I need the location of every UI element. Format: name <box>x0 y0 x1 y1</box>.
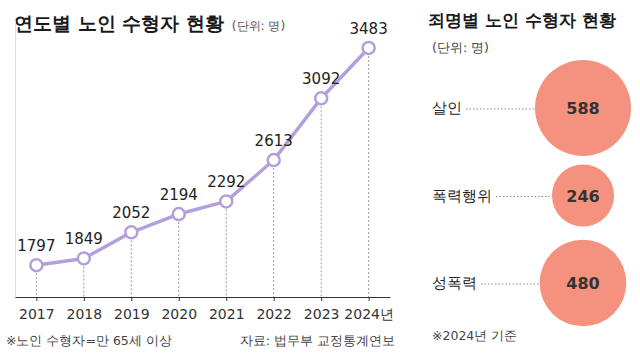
annotation: ※2024년 기준 <box>432 328 517 343</box>
x-tick: 2018 <box>67 297 103 322</box>
x-tick-label: 2023 <box>304 306 340 322</box>
x-axis-line <box>16 297 391 298</box>
data-label: 2292 <box>207 173 245 191</box>
point <box>315 92 327 104</box>
drop-line <box>178 214 179 297</box>
x-tick-mark <box>179 297 180 301</box>
x-tick-mark <box>84 297 85 301</box>
leader-line <box>481 284 540 285</box>
x-tick-mark <box>274 297 275 301</box>
category-label: 성폭력 <box>432 274 477 292</box>
bubble-chart: 죄명별 노인 수형자 현황 (단위: 명) 살인 588 폭력행위 246 성폭력 480 ※2… <box>428 10 631 343</box>
x-tick: 2024년 <box>344 297 394 322</box>
drop-line <box>273 160 274 297</box>
point <box>125 226 137 238</box>
chart-root: 연도별 노인 수형자 현황 (단위: 명) 2017 2018 2019 2020 2021… <box>0 0 640 361</box>
x-tick: 2019 <box>114 297 150 322</box>
point <box>173 208 185 220</box>
data-label: 480 <box>566 274 599 293</box>
chart-title: 연도별 노인 수형자 현황 <box>14 12 224 34</box>
bubble <box>552 164 614 226</box>
x-tick-mark <box>369 297 370 301</box>
annotation: 자료: 법무부 교정통계연보 <box>240 333 395 348</box>
x-tick-label: 2019 <box>114 306 150 322</box>
chart-subtitle: (단위: 명) <box>432 40 489 55</box>
data-label: 1797 <box>17 237 55 255</box>
data-labels: 1797 1849 2052 2194 2292 2613 3092 3483 <box>17 20 387 255</box>
point <box>220 195 232 207</box>
x-tick-mark <box>321 297 322 301</box>
drop-line <box>368 48 369 297</box>
x-tick-label: 2024년 <box>344 306 394 322</box>
leader-line <box>496 196 552 197</box>
x-tick-mark <box>36 297 37 301</box>
annotation: ※노인 수형자=만 65세 이상 <box>6 333 172 348</box>
x-tick: 2020 <box>161 297 197 322</box>
point <box>78 252 90 264</box>
x-tick: 2023 <box>304 297 340 322</box>
x-tick-label: 2022 <box>256 306 292 322</box>
data-label: 3092 <box>302 70 340 88</box>
x-tick: 2021 <box>209 297 245 322</box>
category-label: 살인 <box>432 99 462 117</box>
drop-line <box>226 201 227 297</box>
data-label: 2194 <box>160 186 198 204</box>
y-axis-line <box>15 21 16 298</box>
bubble <box>540 240 627 327</box>
drop-line <box>321 98 322 297</box>
bubble <box>535 60 631 156</box>
point <box>268 154 280 166</box>
series-line <box>36 48 368 265</box>
x-tick: 2022 <box>256 297 292 322</box>
x-tick-label: 2020 <box>161 306 197 322</box>
leader-line <box>466 109 535 110</box>
point <box>30 259 42 271</box>
chart-title: 죄명별 노인 수형자 현황 <box>428 10 616 30</box>
x-tick-mark <box>131 297 132 301</box>
x-tick: 2017 <box>19 297 55 322</box>
y-axis <box>15 21 16 298</box>
data-label: 1849 <box>65 230 103 248</box>
line-chart: 연도별 노인 수형자 현황 (단위: 명) 2017 2018 2019 2020 2021… <box>6 12 395 348</box>
data-label: 2052 <box>112 204 150 222</box>
plot-area <box>30 42 374 297</box>
x-axis: 2017 2018 2019 2020 2021 2022 20232024년 <box>16 297 394 322</box>
x-tick-label: 2021 <box>209 306 245 322</box>
x-tick-label: 2018 <box>67 306 103 322</box>
data-label: 2613 <box>255 132 293 150</box>
drop-line <box>131 232 132 297</box>
x-tick-label: 2017 <box>19 306 55 322</box>
data-label: 246 <box>566 187 599 206</box>
category-label: 폭력행위 <box>432 187 492 205</box>
chart-subtitle: (단위: 명) <box>232 19 285 33</box>
data-label: 3483 <box>350 20 388 38</box>
data-label: 588 <box>566 99 599 118</box>
point <box>363 42 375 54</box>
x-tick-mark <box>226 297 227 301</box>
